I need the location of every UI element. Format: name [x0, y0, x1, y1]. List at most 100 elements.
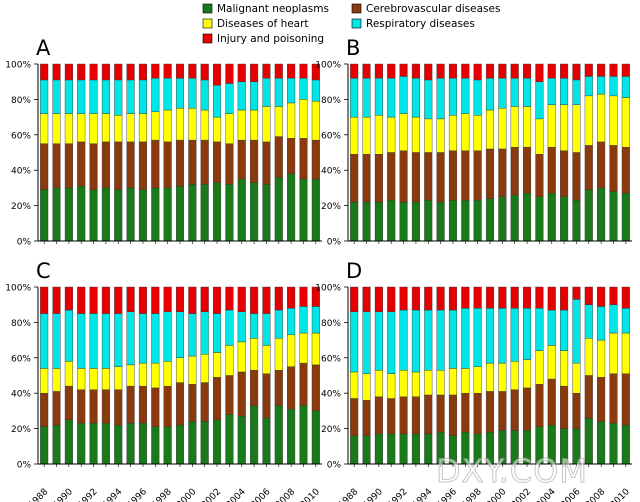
bar-segment	[473, 150, 482, 201]
bar-segment	[77, 313, 86, 369]
legend: Malignant neoplasms Cerebrovascular disea…	[202, 3, 500, 45]
bar-segment	[572, 200, 581, 242]
bar-segment	[621, 373, 630, 426]
bar-segment	[498, 148, 507, 197]
bar-segment	[151, 77, 160, 112]
bar-segment	[597, 76, 606, 95]
bar-segment	[411, 396, 420, 435]
bar-segment	[399, 369, 408, 397]
bar-segment	[274, 286, 283, 311]
x-tick-label: 1990	[52, 487, 75, 502]
bar-segment	[287, 173, 296, 242]
bar-segment	[52, 391, 61, 426]
bar-segment	[89, 389, 98, 424]
bar-segment	[163, 63, 172, 79]
bar-segment	[163, 77, 172, 111]
bar-segment	[89, 423, 98, 465]
bar-segment	[175, 185, 185, 242]
bar-segment	[399, 433, 408, 465]
bar-segment	[77, 63, 86, 81]
bar-segment	[535, 196, 544, 242]
bar-segment	[560, 286, 569, 311]
bar-segment	[40, 189, 49, 242]
bar-segment	[609, 332, 618, 374]
bar-segment	[200, 184, 209, 242]
bar-segment	[250, 338, 259, 371]
bar-segment	[299, 77, 308, 100]
bar-segment	[350, 116, 359, 155]
bar-segment	[572, 393, 581, 429]
bar-segment	[200, 311, 209, 355]
bar-segment	[114, 286, 123, 314]
bar-segment	[274, 106, 283, 137]
bar-segment	[287, 286, 296, 309]
bar-segment	[163, 109, 172, 143]
y-tick-label: 60%	[321, 354, 341, 364]
bar-segment	[40, 63, 49, 81]
bar-segment	[560, 385, 569, 429]
bar-segment	[350, 63, 359, 79]
bar-segment	[52, 424, 61, 465]
bar-segment	[89, 143, 98, 190]
bar-segment	[126, 364, 135, 387]
panel-label: A	[36, 36, 51, 60]
bar-segment	[621, 146, 630, 194]
bar-segment	[584, 304, 593, 339]
bar-segment	[362, 286, 371, 312]
bar-segment	[188, 421, 197, 465]
bar-segment	[350, 201, 359, 242]
bar-segment	[77, 423, 86, 465]
bar-segment	[387, 286, 396, 312]
bar-segment	[374, 63, 383, 79]
bar-segment	[126, 385, 135, 424]
bar-segment	[424, 369, 433, 396]
bar-segment	[151, 426, 160, 465]
bar-segment	[213, 313, 222, 353]
y-tick-label: 80%	[11, 319, 31, 329]
bar-segment	[213, 286, 222, 314]
bar-segment	[560, 350, 569, 387]
bar-segment	[535, 81, 544, 120]
bar-segment	[274, 338, 283, 371]
bar-segment	[299, 138, 308, 180]
bar-segment	[213, 116, 222, 143]
bar-segment	[274, 63, 283, 79]
x-tick-label: 2010	[299, 487, 322, 502]
bar-segment	[40, 393, 49, 428]
bar-segment	[40, 113, 49, 144]
bar-segment	[387, 77, 396, 118]
bar-segment	[64, 419, 73, 465]
bar-segment	[225, 309, 234, 346]
bar-segment	[572, 299, 581, 364]
bar-segment	[547, 345, 556, 380]
bar-segment	[175, 357, 185, 383]
bar-segment	[609, 423, 618, 465]
bar-segment	[461, 368, 470, 394]
bar-segment	[547, 63, 556, 79]
bar-segment	[448, 286, 457, 311]
bar-segment	[138, 362, 147, 387]
bar-segment	[436, 63, 445, 79]
bar-segment	[126, 423, 135, 465]
bar-segment	[547, 309, 556, 346]
bar-segment	[609, 304, 618, 334]
bar-segment	[287, 408, 296, 465]
bar-segment	[40, 143, 49, 190]
bar-segment	[387, 398, 396, 435]
bar-segment	[188, 384, 197, 422]
bar-segment	[597, 421, 606, 465]
bar-segment	[609, 95, 618, 146]
bar-segment	[436, 394, 445, 433]
bar-segment	[609, 63, 618, 77]
bar-segment	[374, 369, 383, 397]
y-tick-label: 0%	[17, 461, 32, 471]
legend-swatch	[351, 3, 362, 14]
bar-segment	[175, 108, 185, 141]
bar-segment	[225, 375, 234, 415]
bar-segment	[510, 361, 519, 390]
bar-segment	[52, 368, 61, 392]
bar-segment	[572, 63, 581, 81]
bar-segment	[510, 106, 519, 148]
bar-segment	[77, 141, 86, 187]
bar-segment	[560, 150, 569, 197]
